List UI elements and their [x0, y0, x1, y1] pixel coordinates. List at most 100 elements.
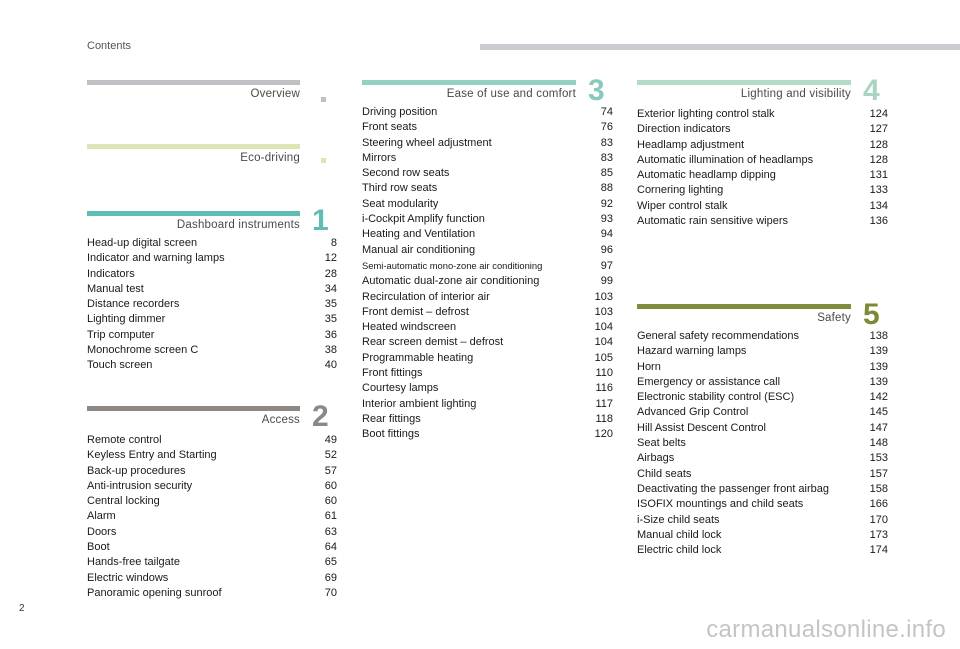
- toc-entry[interactable]: Back-up procedures 57: [87, 464, 337, 479]
- toc-entry[interactable]: Central locking 60: [87, 494, 337, 509]
- toc-entry[interactable]: Indicators 28: [87, 267, 337, 282]
- toc-entry[interactable]: Anti-intrusion security 60: [87, 479, 337, 494]
- toc-entry[interactable]: Head-up digital screen 8: [87, 236, 337, 251]
- section-bar: [637, 304, 851, 309]
- toc-entry[interactable]: i-Cockpit Amplify function 93: [362, 212, 613, 227]
- toc-entry[interactable]: Automatic illumination of headlamps 128: [637, 153, 888, 168]
- section-title: Eco-driving: [240, 152, 300, 164]
- toc-entry[interactable]: Touch screen 40: [87, 358, 337, 373]
- toc-entry[interactable]: Horn 139: [637, 360, 888, 375]
- toc-entry[interactable]: Alarm 61: [87, 509, 337, 524]
- toc-entry[interactable]: Automatic headlamp dipping 131: [637, 168, 888, 183]
- toc-entry[interactable]: Third row seats 88: [362, 181, 613, 196]
- toc-entry[interactable]: Manual child lock 173: [637, 528, 888, 543]
- toc-entry-label: Emergency or assistance call: [637, 375, 781, 388]
- toc-entry[interactable]: General safety recommendations 138: [637, 329, 888, 344]
- toc-entry[interactable]: Headlamp adjustment 128: [637, 138, 888, 153]
- toc-entry[interactable]: Automatic dual-zone air conditioning 99: [362, 274, 613, 289]
- toc-entry[interactable]: Hands-free tailgate 65: [87, 555, 337, 570]
- toc-entry[interactable]: Driving position 74: [362, 105, 613, 120]
- toc-entry[interactable]: Courtesy lamps 116: [362, 381, 613, 396]
- toc-entry-page: 88: [600, 182, 613, 195]
- toc-entry-page: 104: [594, 321, 613, 334]
- toc-entry[interactable]: Automatic rain sensitive wipers 136: [637, 214, 888, 229]
- toc-entry-page: 104: [594, 336, 613, 349]
- toc-entry-page: 153: [869, 452, 888, 465]
- toc-entry[interactable]: Front seats 76: [362, 120, 613, 135]
- toc-entry-page: 69: [324, 571, 337, 584]
- section-access: Access Remote control 49 Keyless Entry and…: [87, 406, 337, 606]
- toc-entry[interactable]: Seat modularity 92: [362, 197, 613, 212]
- toc-entry[interactable]: Wiper control stalk 134: [637, 199, 888, 214]
- toc-entry[interactable]: Airbags 153: [637, 451, 888, 466]
- toc-entry[interactable]: Advanced Grip Control 145: [637, 405, 888, 420]
- toc-entry[interactable]: Direction indicators 127: [637, 122, 888, 137]
- section-dashboard-instruments: Dashboard instruments Head-up digital sc…: [87, 211, 337, 381]
- toc-entry[interactable]: Trip computer 36: [87, 328, 337, 343]
- section-marker: [321, 158, 326, 163]
- toc-entry-label: Remote control: [87, 434, 162, 446]
- toc-entry[interactable]: Semi-automatic mono-zone air conditionin…: [362, 258, 613, 274]
- toc-entry-page: 40: [324, 359, 337, 372]
- toc-entry[interactable]: Cornering lighting 133: [637, 183, 888, 198]
- toc-entry[interactable]: Distance recorders 35: [87, 297, 337, 312]
- toc-entry-label: Hazard warning lamps: [637, 345, 747, 358]
- toc-entry[interactable]: Steering wheel adjustment 83: [362, 136, 613, 151]
- toc-entry[interactable]: Manual air conditioning 96: [362, 243, 613, 258]
- toc-entry[interactable]: ISOFIX mountings and child seats 166: [637, 497, 888, 512]
- toc-entry[interactable]: Remote control 49: [87, 433, 337, 448]
- toc-entry[interactable]: Interior ambient lighting 117: [362, 397, 613, 412]
- toc-entry[interactable]: Heated windscreen 104: [362, 320, 613, 335]
- toc-entry[interactable]: Emergency or assistance call 139: [637, 375, 888, 390]
- toc-entry[interactable]: Second row seats 85: [362, 166, 613, 181]
- toc-entry[interactable]: Manual test 34: [87, 282, 337, 297]
- toc-entry[interactable]: Seat belts 148: [637, 436, 888, 451]
- toc-entry[interactable]: Electric child lock 174: [637, 543, 888, 558]
- toc-entry[interactable]: Exterior lighting control stalk 124: [637, 107, 888, 122]
- toc-entry[interactable]: Hill Assist Descent Control 147: [637, 421, 888, 436]
- toc-entry-label: Interior ambient lighting: [362, 397, 477, 410]
- toc-entry[interactable]: Indicator and warning lamps 12: [87, 251, 337, 266]
- toc-entry[interactable]: Electronic stability control (ESC) 142: [637, 390, 888, 405]
- toc-entry-page: 70: [324, 586, 337, 599]
- toc-entry[interactable]: Doors 63: [87, 525, 337, 540]
- toc-entry-label: Front fittings: [362, 367, 423, 380]
- toc-entry[interactable]: Keyless Entry and Starting 52: [87, 448, 337, 463]
- toc-entry[interactable]: i-Size child seats 170: [637, 513, 888, 528]
- toc-entry-label: Driving position: [362, 106, 438, 118]
- toc-entry-label: Electric child lock: [637, 544, 722, 557]
- toc-entry[interactable]: Panoramic opening sunroof 70: [87, 586, 337, 601]
- toc-entry[interactable]: Monochrome screen C 38: [87, 343, 337, 358]
- toc-entry-page: 173: [869, 528, 888, 541]
- toc-entry[interactable]: Hazard warning lamps 139: [637, 344, 888, 359]
- toc-entry-label: Central locking: [87, 495, 160, 508]
- section-bar: [87, 80, 300, 85]
- toc-entry-label: ISOFIX mountings and child seats: [637, 498, 804, 511]
- toc-entry-label: Recirculation of interior air: [362, 290, 490, 303]
- toc-entry[interactable]: Electric windows 69: [87, 571, 337, 586]
- toc-entry-label: Seat belts: [637, 437, 686, 450]
- toc-entry[interactable]: Deactivating the passenger front airbag 1…: [637, 482, 888, 497]
- toc-entry-page: 128: [869, 138, 888, 151]
- toc-entry[interactable]: Lighting dimmer 35: [87, 312, 337, 327]
- toc-entry[interactable]: Mirrors 83: [362, 151, 613, 166]
- toc-entry[interactable]: Heating and Ventilation 94: [362, 227, 613, 242]
- toc-list: Remote control 49 Keyless Entry and Starti…: [87, 433, 337, 601]
- toc-entry-page: 139: [869, 360, 888, 373]
- toc-entry[interactable]: Recirculation of interior air 103: [362, 290, 613, 305]
- toc-entry[interactable]: Front demist – defrost 103: [362, 305, 613, 320]
- toc-entry-page: 34: [324, 282, 337, 295]
- toc-entry[interactable]: Child seats 157: [637, 467, 888, 482]
- toc-entry[interactable]: Boot 64: [87, 540, 337, 555]
- toc-entry[interactable]: Boot fittings 120: [362, 427, 613, 442]
- toc-list: Driving position 74 Front seats 76 Steering …: [362, 105, 613, 443]
- section-lighting-visibility: Lighting and visibility Exterior lightin…: [637, 80, 888, 240]
- toc-entry-label: Manual test: [87, 282, 144, 295]
- toc-entry-label: Steering wheel adjustment: [362, 136, 492, 149]
- watermark: carmanualsonline.info: [706, 616, 946, 643]
- toc-entry[interactable]: Programmable heating 105: [362, 351, 613, 366]
- toc-entry-label: Monochrome screen C: [87, 344, 199, 357]
- toc-entry[interactable]: Rear screen demist – defrost 104: [362, 335, 613, 350]
- toc-entry[interactable]: Rear fittings 118: [362, 412, 613, 427]
- toc-entry[interactable]: Front fittings 110: [362, 366, 613, 381]
